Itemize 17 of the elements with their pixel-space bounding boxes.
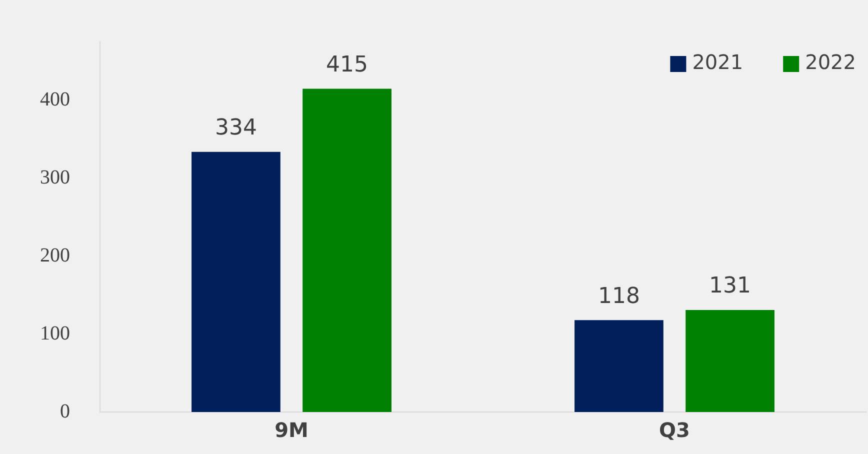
y-tick-label: 300 (40, 166, 70, 189)
x-tick-label: Q3 (659, 418, 690, 442)
data-label: 334 (214, 116, 257, 141)
y-tick-label: 400 (40, 88, 70, 111)
data-label: 131 (709, 274, 752, 299)
legend-label: 2022 (805, 50, 856, 74)
x-tick-label: 9M (274, 418, 308, 442)
y-tick-label: 0 (60, 400, 70, 422)
bar (192, 152, 280, 412)
bar (686, 310, 774, 412)
data-label: 415 (326, 52, 368, 78)
legend-label: 2021 (692, 50, 744, 74)
bar (574, 320, 664, 412)
data-label: 118 (598, 284, 640, 309)
bar (302, 88, 392, 412)
y-tick-label: 200 (40, 244, 70, 266)
y-tick-label: 100 (40, 322, 70, 344)
